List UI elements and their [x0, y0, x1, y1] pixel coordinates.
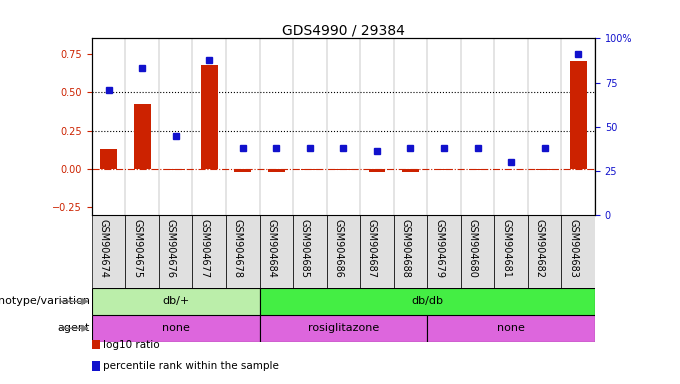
- Text: GSM904688: GSM904688: [401, 219, 411, 278]
- Bar: [260, 315, 427, 342]
- Bar: [92, 315, 260, 342]
- Bar: [201, 65, 218, 169]
- Bar: [360, 215, 394, 288]
- Bar: [92, 215, 125, 288]
- Bar: [260, 215, 293, 288]
- Title: GDS4990 / 29384: GDS4990 / 29384: [282, 23, 405, 37]
- Text: GSM904685: GSM904685: [300, 219, 310, 278]
- Text: GSM904682: GSM904682: [534, 219, 545, 278]
- Text: none: none: [162, 323, 190, 333]
- Bar: [235, 169, 251, 172]
- Text: none: none: [497, 323, 525, 333]
- Text: rosiglitazone: rosiglitazone: [308, 323, 379, 333]
- Bar: [562, 215, 595, 288]
- Bar: [570, 61, 587, 169]
- Text: db/+: db/+: [162, 296, 189, 306]
- Bar: [326, 215, 360, 288]
- Text: GSM904687: GSM904687: [367, 219, 377, 278]
- Bar: [293, 215, 326, 288]
- Bar: [167, 169, 184, 170]
- Bar: [369, 169, 386, 172]
- Text: GSM904679: GSM904679: [434, 219, 444, 278]
- Bar: [394, 215, 427, 288]
- Bar: [427, 215, 461, 288]
- Bar: [427, 315, 595, 342]
- Text: GSM904675: GSM904675: [132, 219, 142, 278]
- Bar: [335, 169, 352, 170]
- Text: GSM904674: GSM904674: [99, 219, 109, 278]
- Bar: [125, 215, 159, 288]
- Bar: [260, 288, 595, 315]
- Bar: [268, 169, 285, 172]
- Text: GSM904683: GSM904683: [568, 219, 578, 278]
- Bar: [92, 288, 260, 315]
- Bar: [159, 215, 192, 288]
- Bar: [301, 169, 318, 170]
- Text: GSM904686: GSM904686: [333, 219, 343, 278]
- Text: genotype/variation: genotype/variation: [0, 296, 90, 306]
- Text: GSM904681: GSM904681: [501, 219, 511, 278]
- Bar: [469, 169, 486, 170]
- Bar: [402, 169, 419, 172]
- Bar: [100, 149, 117, 169]
- Text: GSM904677: GSM904677: [199, 219, 209, 278]
- Bar: [226, 215, 260, 288]
- Bar: [134, 104, 150, 169]
- Bar: [461, 215, 494, 288]
- Text: GSM904676: GSM904676: [166, 219, 175, 278]
- Text: db/db: db/db: [411, 296, 443, 306]
- Bar: [192, 215, 226, 288]
- Bar: [528, 215, 562, 288]
- Text: agent: agent: [58, 323, 90, 333]
- Bar: [494, 215, 528, 288]
- Text: percentile rank within the sample: percentile rank within the sample: [103, 361, 279, 371]
- Text: GSM904684: GSM904684: [267, 219, 276, 278]
- Text: GSM904678: GSM904678: [233, 219, 243, 278]
- Bar: [537, 169, 553, 170]
- Bar: [436, 169, 452, 170]
- Text: log10 ratio: log10 ratio: [103, 340, 159, 350]
- Text: GSM904680: GSM904680: [468, 219, 477, 278]
